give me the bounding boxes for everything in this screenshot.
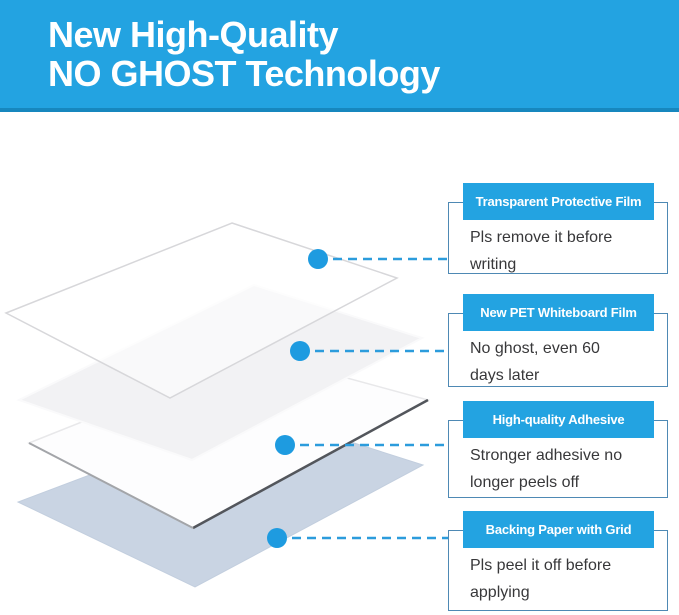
layer-marker-dot-3 — [275, 435, 295, 455]
callout-backing-paper-with-grid: Backing Paper with Grid Pls peel it off … — [448, 511, 668, 611]
callout-body: Stronger adhesive no longer peels off — [470, 442, 661, 496]
callout-body: Pls peel it off before applying — [470, 552, 661, 606]
page-title-line1: New High-Quality — [48, 14, 339, 55]
pet-whiteboard-film-layer — [16, 283, 425, 462]
layer-marker-dot-4 — [267, 528, 287, 548]
callout-title: Transparent Protective Film — [475, 194, 642, 209]
callout-body-line: Pls remove it before — [470, 229, 613, 246]
layer-marker-dot-1 — [308, 249, 328, 269]
callout-title: Backing Paper with Grid — [485, 522, 632, 537]
callout-body-line: longer peels off — [470, 474, 580, 491]
callout-title-tab: High-quality Adhesive — [463, 401, 654, 438]
callout-body-line: No ghost, even 60 — [470, 340, 600, 357]
callout-body-line: Pls peel it off before — [470, 557, 612, 574]
callout-new-pet-whiteboard-film: New PET Whiteboard Film No ghost, even 6… — [448, 294, 668, 389]
callout-title: High-quality Adhesive — [492, 412, 625, 427]
callout-body-line: applying — [470, 584, 530, 601]
layer-marker-dot-2 — [290, 341, 310, 361]
page-title-line2: NO GHOST Technology — [48, 53, 440, 94]
callout-title-tab: Transparent Protective Film — [463, 183, 654, 220]
callout-title: New PET Whiteboard Film — [480, 305, 637, 320]
callout-body: No ghost, even 60 days later — [470, 335, 661, 389]
callout-body-line: writing — [470, 256, 517, 273]
adhesive-layer-dark-edge — [192, 398, 429, 530]
callout-title-tab: New PET Whiteboard Film — [463, 294, 654, 331]
callout-body-line: days later — [470, 367, 540, 384]
adhesive-layer-gray-edge — [28, 442, 194, 529]
callout-body: Pls remove it before writing — [470, 224, 661, 278]
page-title: New High-Quality NO GHOST Technology — [48, 15, 440, 93]
callout-body-line: Stronger adhesive no — [470, 447, 623, 464]
callout-title-tab: Backing Paper with Grid — [463, 511, 654, 548]
header-banner: New High-Quality NO GHOST Technology — [0, 0, 679, 112]
callout-high-quality-adhesive: High-quality Adhesive Stronger adhesive … — [448, 401, 668, 498]
callout-transparent-protective-film: Transparent Protective Film Pls remove i… — [448, 183, 668, 274]
